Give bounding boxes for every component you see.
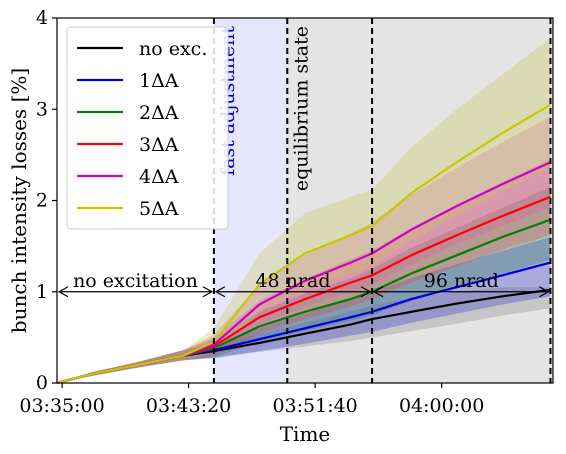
annotation-arrowhead-right-2 — [539, 286, 550, 298]
uncertainty-bands — [57, 38, 551, 383]
band-series-2 — [57, 186, 551, 383]
x-tick-label-2: 03:51:40 — [272, 395, 357, 417]
legend-box — [66, 26, 229, 230]
y-tick-label-3: 3 — [36, 98, 48, 120]
x-tick-label-1: 03:43:20 — [146, 395, 231, 417]
band-series-4 — [57, 116, 551, 383]
y-tick-label-4: 4 — [36, 7, 48, 29]
band-series-5 — [57, 38, 551, 383]
annotation-label-1: 48 nrad — [255, 270, 330, 292]
annotation-label-0: no excitation — [73, 270, 198, 292]
annotation-arrowhead-left-2 — [372, 286, 384, 298]
x-tick-label-3: 04:00:00 — [399, 395, 484, 417]
band-series-0 — [57, 287, 551, 383]
legend: no exc. 1ΔA 2ΔA 3ΔA 4ΔA 5ΔA — [66, 26, 229, 230]
x-tick-label-0: 03:35:00 — [19, 395, 104, 417]
legend-label-2: 2ΔA — [139, 102, 179, 124]
legend-label-5: 5ΔA — [139, 198, 179, 220]
y-tick-label-0: 0 — [36, 372, 48, 394]
axes: 0 1 2 3 4 03:35:00 03:43:20 03:51:40 04:00:00 Tim… — [7, 7, 554, 446]
legend-label-4: 4ΔA — [139, 166, 179, 188]
annotation-arrowhead-right-0 — [202, 286, 214, 298]
legend-label-0: no exc. — [139, 38, 207, 60]
x-axis-label: Time — [280, 422, 331, 446]
band-series-1 — [57, 237, 551, 383]
annotation-arrowhead-left-1 — [214, 286, 226, 298]
legend-label-1: 1ΔA — [139, 70, 179, 92]
y-axis-label: bunch intensity losses [%] — [7, 68, 31, 333]
annotation-arrowhead-right-1 — [360, 286, 372, 298]
legend-label-3: 3ΔA — [139, 134, 179, 156]
annotation-label-2: 96 nrad — [424, 270, 499, 292]
y-tick-label-2: 2 — [36, 190, 48, 212]
y-tick-label-1: 1 — [36, 281, 48, 303]
line-series-5 — [56, 103, 552, 385]
region-label-equilibrium-state: equilibrium state — [290, 26, 312, 191]
annotation-arrowhead-left-0 — [57, 286, 69, 298]
series-lines — [56, 103, 552, 385]
